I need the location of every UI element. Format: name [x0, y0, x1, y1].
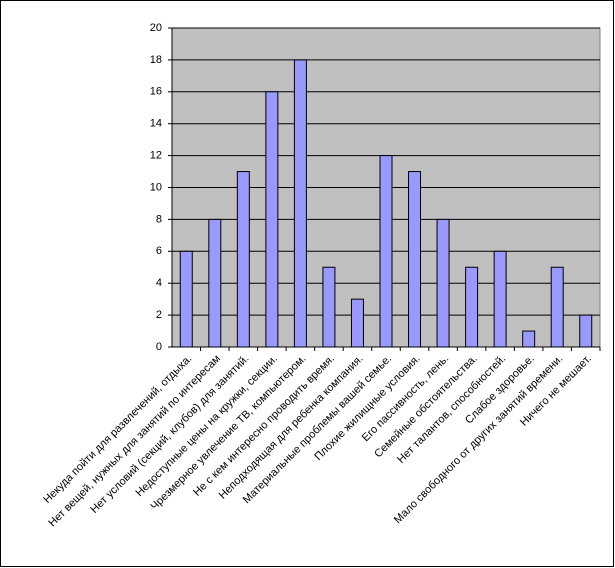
y-tick-label: 14	[150, 118, 162, 130]
y-tick-label: 2	[156, 309, 162, 321]
y-tick-label: 16	[150, 86, 162, 98]
y-tick-label: 0	[156, 341, 162, 353]
y-tick-label: 12	[150, 150, 162, 162]
y-tick-label: 4	[156, 277, 162, 289]
bar	[293, 59, 307, 348]
bar	[522, 330, 536, 348]
bar	[350, 298, 364, 348]
bar	[236, 171, 250, 348]
bar	[179, 250, 193, 348]
y-tick-label: 8	[156, 213, 162, 225]
bar	[579, 314, 593, 348]
bar	[408, 171, 422, 348]
bar	[550, 266, 564, 348]
y-tick-label: 18	[150, 54, 162, 66]
bar	[322, 266, 336, 348]
bar	[493, 250, 507, 348]
bar	[436, 218, 450, 348]
y-tick-label: 20	[150, 22, 162, 34]
bar	[208, 218, 222, 348]
bar	[465, 266, 479, 348]
y-tick-label: 6	[156, 245, 162, 257]
y-tick-label: 10	[150, 181, 162, 193]
bar	[379, 155, 393, 348]
bar	[265, 91, 279, 348]
